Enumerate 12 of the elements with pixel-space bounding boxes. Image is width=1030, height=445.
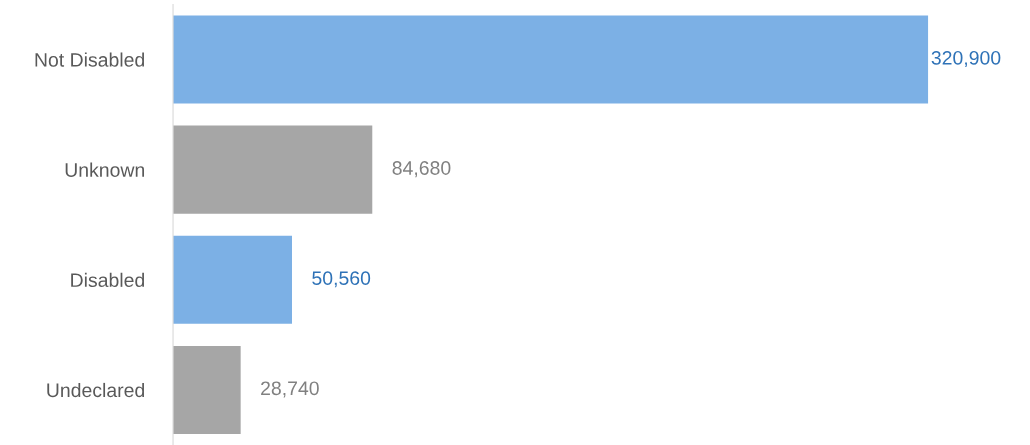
y-tick-label: Undeclared: [47, 382, 145, 398]
bar: [173, 15, 929, 104]
bar: [173, 345, 241, 434]
y-tick-label: Not Disabled: [35, 52, 145, 67]
bar: [173, 235, 292, 324]
bar: [173, 125, 373, 214]
y-tick-label: Unknown: [65, 162, 144, 177]
data-label: 84,680: [392, 161, 451, 178]
data-label: 50,560: [312, 271, 371, 288]
y-tick-label: Disabled: [71, 272, 145, 288]
data-label: 28,740: [261, 381, 319, 398]
data-label: 320,900: [931, 50, 1001, 68]
